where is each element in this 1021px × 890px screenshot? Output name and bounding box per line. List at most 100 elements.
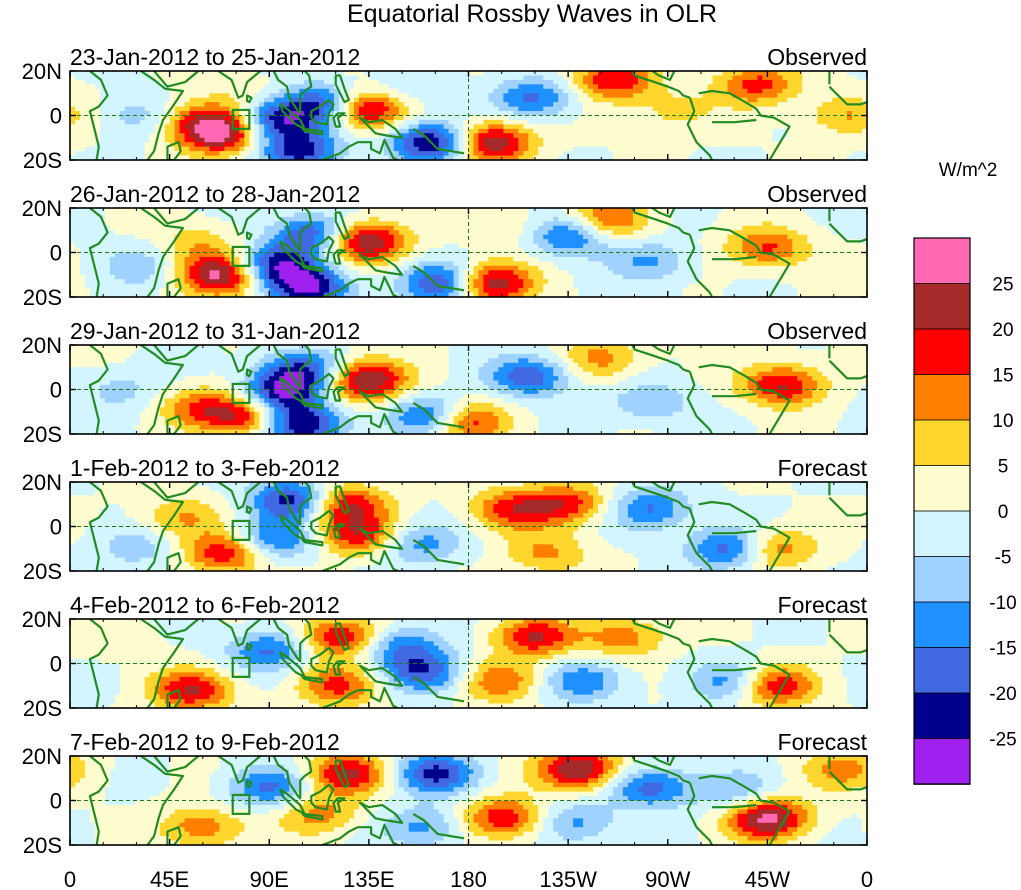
heatmap-cell	[513, 239, 519, 245]
heatmap-cell	[637, 151, 644, 157]
heatmap-cell	[378, 133, 385, 139]
heatmap-cell	[717, 239, 724, 245]
heatmap-cell	[418, 208, 425, 214]
heatmap-cell	[857, 128, 863, 134]
heatmap-cell	[518, 146, 524, 152]
heatmap-cell	[209, 225, 216, 231]
heatmap-cell	[488, 155, 495, 160]
heatmap-cell	[558, 119, 564, 125]
heatmap-cell	[294, 75, 300, 81]
heatmap-cell	[418, 111, 425, 117]
heatmap-cell	[712, 151, 719, 157]
heatmap-cell	[448, 137, 455, 143]
heatmap-cell	[832, 234, 838, 240]
heatmap-cell	[119, 142, 126, 148]
heatmap-cell	[657, 142, 664, 148]
heatmap-cell	[832, 212, 838, 218]
heatmap-cell	[612, 106, 619, 112]
heatmap-cell	[269, 234, 275, 240]
heatmap-cell	[99, 137, 106, 143]
heatmap-cell	[408, 119, 415, 125]
heatmap-cell	[637, 234, 644, 240]
heatmap-cell	[518, 243, 524, 249]
heatmap-cell	[797, 133, 803, 139]
heatmap-cell	[428, 133, 435, 139]
heatmap-cell	[433, 216, 440, 222]
heatmap-cell	[259, 146, 265, 152]
heatmap-cell	[677, 239, 684, 245]
heatmap-cell	[144, 155, 151, 160]
heatmap-cell	[792, 239, 798, 245]
heatmap-cell	[857, 93, 863, 99]
heatmap-cell	[443, 75, 450, 81]
heatmap-cell	[478, 216, 485, 222]
heatmap-cell	[817, 128, 823, 134]
heatmap-cell	[578, 221, 584, 227]
heatmap-cell	[234, 155, 240, 160]
heatmap-cell	[667, 225, 674, 231]
heatmap-cell	[169, 84, 176, 90]
heatmap-cell	[797, 111, 803, 117]
heatmap-cell	[568, 102, 574, 108]
heatmap-cell	[74, 142, 81, 148]
heatmap-cell	[149, 234, 156, 240]
heatmap-cell	[159, 234, 166, 240]
heatmap-cell	[169, 93, 176, 99]
heatmap-cell	[777, 102, 783, 108]
heatmap-cell	[463, 97, 470, 103]
heatmap-cell	[194, 248, 201, 254]
heatmap-cell	[254, 133, 260, 139]
heatmap-cell	[299, 93, 305, 99]
heatmap-cell	[677, 79, 684, 85]
heatmap-cell	[199, 216, 206, 222]
heatmap-cell	[652, 84, 659, 90]
heatmap-cell	[488, 151, 495, 157]
heatmap-cell	[164, 252, 171, 258]
heatmap-cell	[847, 124, 853, 130]
heatmap-cell	[114, 124, 121, 130]
heatmap-cell	[388, 111, 395, 117]
heatmap-cell	[672, 234, 679, 240]
heatmap-cell	[752, 93, 759, 99]
heatmap-cell	[687, 155, 694, 160]
heatmap-cell	[657, 146, 664, 152]
heatmap-cell	[847, 234, 853, 240]
heatmap-cell	[782, 142, 788, 148]
heatmap-cell	[767, 75, 773, 81]
heatmap-cell	[254, 119, 260, 125]
heatmap-cell	[548, 234, 554, 240]
heatmap-cell	[209, 239, 216, 245]
heatmap-cell	[607, 155, 614, 160]
heatmap-cell	[622, 97, 629, 103]
heatmap-cell	[74, 225, 81, 231]
heatmap-cell	[134, 102, 141, 108]
heatmap-cell	[692, 115, 699, 121]
heatmap-cell	[777, 230, 783, 236]
heatmap-cell	[508, 151, 514, 157]
heatmap-cell	[433, 75, 440, 81]
heatmap-cell	[777, 208, 783, 214]
heatmap-cell	[329, 248, 335, 254]
heatmap-cell	[817, 119, 823, 125]
heatmap-cell	[518, 234, 524, 240]
heatmap-cell	[578, 88, 584, 94]
amazon-river	[712, 118, 757, 124]
heatmap-cell	[493, 115, 499, 121]
heatmap-cell	[254, 155, 260, 160]
heatmap-cell	[677, 128, 684, 134]
heatmap-cell	[109, 133, 116, 139]
heatmap-cell	[558, 124, 564, 130]
heatmap-cell	[792, 119, 798, 125]
heatmap-cell	[254, 146, 260, 152]
heatmap-cell	[722, 216, 729, 222]
heatmap-cell	[289, 216, 295, 222]
heatmap-cell	[717, 142, 724, 148]
heatmap-cell	[114, 230, 121, 236]
heatmap-cell	[79, 142, 86, 148]
heatmap-cell	[154, 102, 161, 108]
heatmap-cell	[672, 155, 679, 160]
heatmap-cell	[353, 221, 360, 227]
heatmap-cell	[309, 239, 315, 245]
heatmap-cell	[234, 216, 240, 222]
heatmap-cell	[817, 88, 823, 94]
